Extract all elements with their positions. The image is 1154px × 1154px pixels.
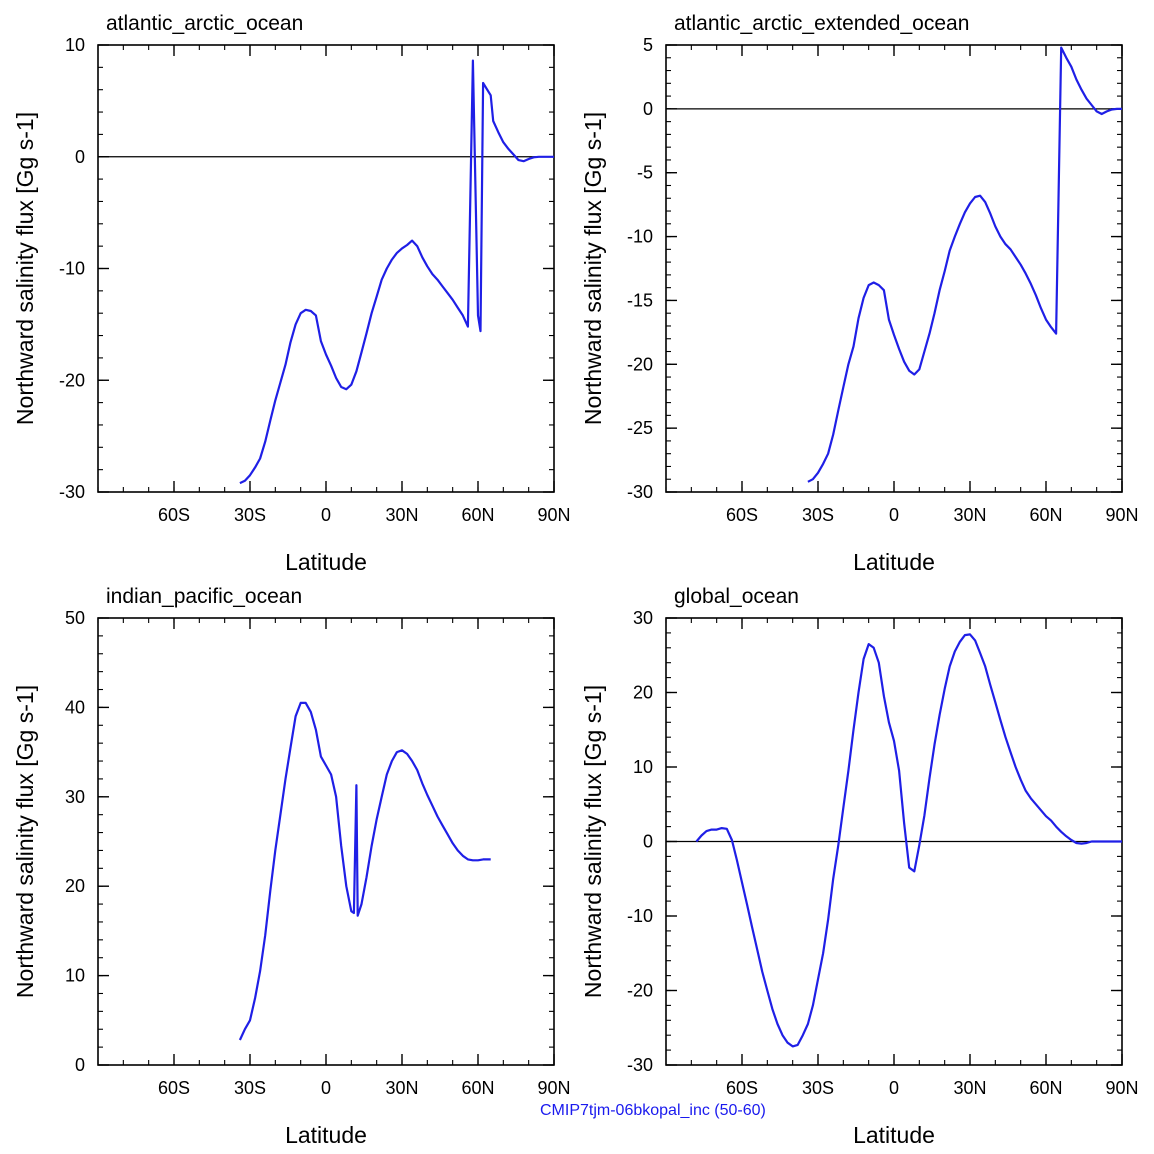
- y-tick-label: 20: [65, 876, 85, 896]
- x-tick-label: 60N: [461, 1078, 494, 1098]
- x-tick-label: 30S: [802, 1078, 834, 1098]
- y-tick-label: -25: [627, 418, 653, 438]
- chart-panel-1: 60S 30S 0 30N 60N 90N -30 -20 -10 0 10 atlantic_arc…: [12, 12, 571, 575]
- y-tick-label: 10: [65, 966, 85, 986]
- x-tick-label: 0: [321, 1078, 331, 1098]
- y-axis-label: Northward salinity flux [Gg s-1]: [12, 112, 38, 425]
- x-tick-label: 60N: [1029, 1078, 1062, 1098]
- y-tick-label: 10: [65, 35, 85, 55]
- x-tick-label: 30S: [234, 1078, 266, 1098]
- series-line-1: [807, 46, 1122, 483]
- y-tick-label: -30: [627, 1055, 653, 1075]
- y-tick-label: -20: [59, 370, 85, 390]
- x-tick-label: 30N: [385, 505, 418, 525]
- y-tick-label: 50: [65, 608, 85, 628]
- y-tick-label: 0: [643, 99, 653, 119]
- y-tick-label: -15: [627, 290, 653, 310]
- y-tick-label: 5: [643, 35, 653, 55]
- footer-caption: CMIP7tjm-06bkopal_inc (50-60): [540, 1102, 766, 1119]
- x-tick-label: 60S: [158, 1078, 190, 1098]
- y-tick-label: 10: [633, 757, 653, 777]
- x-tick-label: 60S: [158, 505, 190, 525]
- y-tick-label: -10: [627, 227, 653, 247]
- x-tick-label: 60S: [726, 505, 758, 525]
- x-axis-label: Latitude: [853, 1122, 935, 1148]
- x-tick-label: 60N: [461, 505, 494, 525]
- chart-title: indian_pacific_ocean: [106, 585, 302, 608]
- x-tick-label: 30S: [234, 505, 266, 525]
- y-tick-label: -5: [637, 163, 653, 183]
- y-tick-label: 20: [633, 683, 653, 703]
- plot-frame: [97, 617, 555, 1066]
- x-axis-label: Latitude: [285, 1122, 367, 1148]
- y-tick-label: -10: [59, 259, 85, 279]
- x-tick-label: 60S: [726, 1078, 758, 1098]
- y-tick-label: -20: [627, 981, 653, 1001]
- x-tick-label: 30N: [953, 505, 986, 525]
- x-tick-label: 30S: [802, 505, 834, 525]
- x-tick-label: 90N: [537, 1078, 570, 1098]
- series-line-1: [695, 633, 1122, 1048]
- y-tick-label: 0: [643, 832, 653, 852]
- chart-title: atlantic_arctic_ocean: [106, 12, 303, 35]
- x-tick-label: 0: [321, 505, 331, 525]
- x-axis-label: Latitude: [853, 549, 935, 575]
- y-tick-label: -30: [627, 482, 653, 502]
- x-axis-label: Latitude: [285, 549, 367, 575]
- plot-frame: [665, 44, 1123, 493]
- y-tick-label: 0: [75, 1055, 85, 1075]
- chart-panel-2: 60S 30S 0 30N 60N 90N -30 -25 -20 -15 -10 -5 0 5 atlan…: [580, 12, 1139, 575]
- y-tick-label: -10: [627, 906, 653, 926]
- plot-frame: [97, 44, 555, 493]
- chart-panel-3: 60S 30S 0 30N 60N 90N 0 10 20 30 40 50 indian_pacifi…: [12, 585, 571, 1148]
- x-tick-label: 0: [889, 505, 899, 525]
- y-tick-label: 0: [75, 147, 85, 167]
- chart-panel-4: 60S 30S 0 30N 60N 90N -30 -20 -10 0 10 20 30 global_o…: [580, 585, 1139, 1148]
- y-tick-label: -20: [627, 354, 653, 374]
- x-tick-label: 30N: [385, 1078, 418, 1098]
- chart-title: global_ocean: [674, 585, 799, 608]
- y-axis-label: Northward salinity flux [Gg s-1]: [12, 685, 38, 998]
- x-tick-label: 30N: [953, 1078, 986, 1098]
- x-tick-label: 60N: [1029, 505, 1062, 525]
- y-axis-label: Northward salinity flux [Gg s-1]: [580, 685, 606, 998]
- y-tick-label: 40: [65, 697, 85, 717]
- x-tick-label: 90N: [537, 505, 570, 525]
- chart-title: atlantic_arctic_extended_ocean: [674, 12, 969, 35]
- y-tick-label: 30: [633, 608, 653, 628]
- x-tick-label: 90N: [1105, 1078, 1138, 1098]
- y-tick-label: -30: [59, 482, 85, 502]
- series-line-1: [239, 59, 554, 485]
- y-tick-label: 30: [65, 787, 85, 807]
- series-line-1: [238, 701, 491, 1041]
- x-tick-label: 90N: [1105, 505, 1138, 525]
- x-tick-label: 0: [889, 1078, 899, 1098]
- y-axis-label: Northward salinity flux [Gg s-1]: [580, 112, 606, 425]
